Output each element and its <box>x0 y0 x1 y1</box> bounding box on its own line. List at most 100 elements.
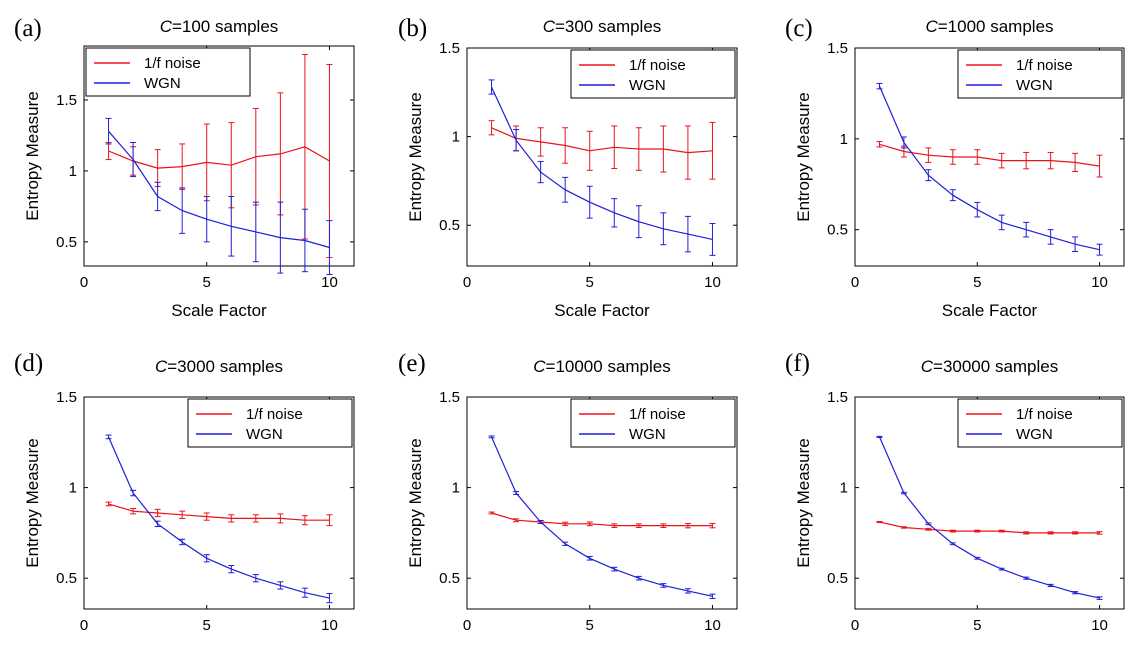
panel-f: (f) C=30000 samples 0 5 10 0.5 1 1.5 Scale Facto… <box>785 350 1125 646</box>
x-tick-label: 0 <box>463 617 471 634</box>
y-tick-label: 1 <box>69 163 77 180</box>
plot-area <box>83 396 355 610</box>
legend: 1/f noise WGN <box>570 398 736 448</box>
series-line <box>491 127 713 154</box>
series-pink-noise <box>876 520 1103 535</box>
legend-label: WGN <box>629 426 666 443</box>
x-tick-label: 5 <box>973 274 981 291</box>
title-variable: C <box>543 17 556 36</box>
series-line <box>108 146 330 169</box>
title-variable: C <box>533 357 546 376</box>
plot-area <box>466 47 738 267</box>
title-variable: C <box>921 357 934 376</box>
plot-area <box>854 396 1125 610</box>
y-tick-label: 1.5 <box>827 389 848 406</box>
title-text: =30000 samples <box>933 357 1058 376</box>
title-text: =3000 samples <box>167 357 283 376</box>
legend-box <box>957 398 1123 448</box>
y-axis-label: Entropy Measure <box>794 92 813 221</box>
panel-c: (c) C=1000 samples 0 5 10 0.5 1 1.5 Scale Factor… <box>785 15 1125 320</box>
series-line <box>878 436 1100 599</box>
y-tick-label: 0.5 <box>827 570 848 587</box>
series-wgn <box>488 435 716 599</box>
title-text: =100 samples <box>172 17 278 36</box>
series-line <box>879 143 1100 167</box>
x-tick-label: 0 <box>80 617 88 634</box>
title-variable: C <box>155 357 168 376</box>
y-tick-label: 0.5 <box>56 570 77 587</box>
chart-title: C=1000 samples <box>925 17 1053 36</box>
y-tick-label: 1 <box>69 480 77 497</box>
legend-label: 1/f noise <box>629 57 686 74</box>
y-axis-label: Entropy Measure <box>794 438 813 567</box>
y-tick-label: 1.5 <box>56 92 77 109</box>
panel-b: (b) C=300 samples 0 5 10 0.5 1 1.5 Scale Factor E… <box>398 15 738 320</box>
y-tick-label: 0.5 <box>439 570 460 587</box>
series-line <box>878 85 1100 251</box>
x-axis-label: Scale Factor <box>942 644 1038 646</box>
x-tick-label: 10 <box>1091 617 1108 634</box>
legend-label: WGN <box>144 75 181 92</box>
plot-area <box>854 47 1125 267</box>
panel-e: (e) C=10000 samples 0 5 10 0.5 1 1.5 Scale Facto… <box>398 350 738 646</box>
panel-letter: (e) <box>398 350 426 377</box>
y-tick-label: 1.5 <box>439 389 460 406</box>
series-wgn <box>488 79 716 256</box>
panel-letter: (a) <box>14 15 42 42</box>
y-tick-label: 0.5 <box>439 217 460 234</box>
x-tick-label: 5 <box>203 617 211 634</box>
legend-label: 1/f noise <box>246 406 303 423</box>
series-pink-noise <box>488 511 716 529</box>
series-line <box>879 521 1100 534</box>
series-line <box>107 436 330 599</box>
series-pink-noise <box>488 120 716 180</box>
chart-title: C=30000 samples <box>921 357 1059 376</box>
x-tick-label: 5 <box>586 617 594 634</box>
title-variable: C <box>160 17 173 36</box>
panel-a: (a) C=100 samples 0 5 10 0.5 1 1.5 Scale Factor E… <box>14 15 355 320</box>
legend-label: 1/f noise <box>1016 406 1073 423</box>
chart-title: C=3000 samples <box>155 357 283 376</box>
legend-label: 1/f noise <box>1016 57 1073 74</box>
legend-label: WGN <box>246 426 283 443</box>
plot-area <box>466 396 738 610</box>
y-axis-label: Entropy Measure <box>406 438 425 567</box>
x-tick-label: 5 <box>586 274 594 291</box>
x-tick-label: 10 <box>704 274 721 291</box>
y-tick-label: 1.5 <box>827 40 848 57</box>
x-tick-label: 10 <box>1091 274 1108 291</box>
y-tick-label: 1.5 <box>56 389 77 406</box>
series-line <box>108 503 330 521</box>
legend-label: 1/f noise <box>629 406 686 423</box>
x-tick-label: 10 <box>321 274 338 291</box>
x-axis-label: Scale Factor <box>171 644 267 646</box>
series-pink-noise <box>876 141 1103 178</box>
title-text: =300 samples <box>555 17 661 36</box>
legend-box <box>570 49 736 99</box>
chart-title: C=300 samples <box>543 17 662 36</box>
y-tick-label: 1 <box>840 480 848 497</box>
x-tick-label: 0 <box>851 617 859 634</box>
x-tick-label: 0 <box>851 274 859 291</box>
legend-box <box>957 49 1123 99</box>
y-tick-label: 0.5 <box>827 222 848 239</box>
y-axis-label: Entropy Measure <box>406 92 425 221</box>
series-wgn <box>105 117 333 276</box>
x-axis-label: Scale Factor <box>554 301 650 320</box>
legend-box <box>187 398 353 448</box>
legend: 1/f noise WGN <box>957 398 1123 448</box>
y-axis-label: Entropy Measure <box>23 91 42 220</box>
x-tick-label: 0 <box>80 274 88 291</box>
title-text: =10000 samples <box>546 357 671 376</box>
series-line <box>108 130 330 249</box>
x-tick-label: 0 <box>463 274 471 291</box>
x-axis-label: Scale Factor <box>554 644 650 646</box>
y-tick-label: 1 <box>452 480 460 497</box>
x-tick-label: 10 <box>704 617 721 634</box>
x-axis-label: Scale Factor <box>171 301 267 320</box>
legend: 1/f noise WGN <box>85 47 251 97</box>
series-wgn <box>876 82 1103 256</box>
y-axis-label: Entropy Measure <box>23 438 42 567</box>
legend: 1/f noise WGN <box>187 398 353 448</box>
